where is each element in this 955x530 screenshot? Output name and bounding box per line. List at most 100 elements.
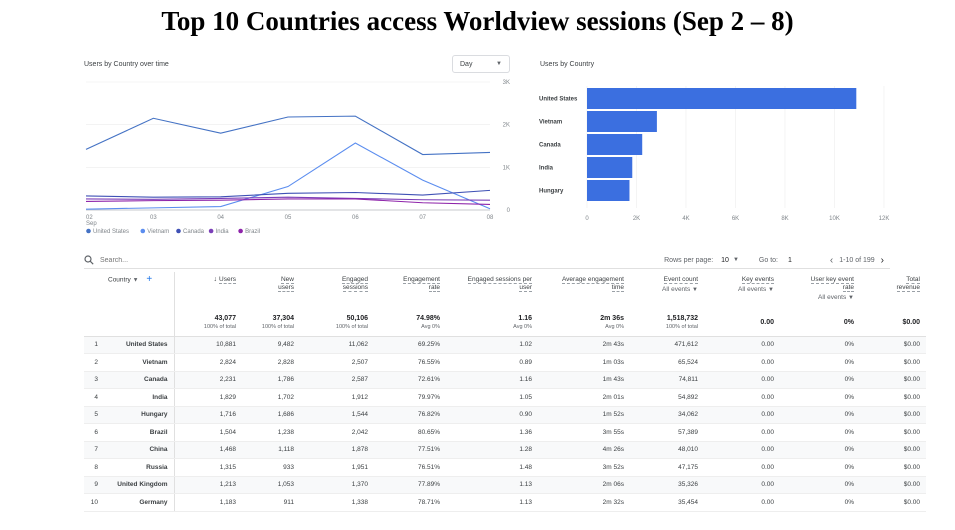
granularity-dropdown[interactable]: Day ▼ bbox=[452, 55, 510, 73]
data-table: Country ▼ + ↓ Users New users Engaged ses… bbox=[84, 272, 926, 512]
row-per-user: 1.05 bbox=[446, 388, 538, 407]
row-avg-time: 3m 52s bbox=[538, 458, 630, 477]
row-users: 1,504 bbox=[173, 423, 242, 442]
row-country[interactable]: Germany bbox=[104, 493, 174, 512]
engaged-sessions-per-user-column-header[interactable]: Engaged sessions per user bbox=[467, 276, 532, 292]
row-engaged: 1,951 bbox=[300, 458, 374, 477]
add-icon[interactable]: + bbox=[146, 274, 153, 285]
row-ukr: 0% bbox=[780, 388, 860, 407]
table-row[interactable]: 4 India 1,829 1,702 1,912 79.97% 1.05 2m 01s 54,… bbox=[84, 388, 926, 407]
caret-down-icon[interactable]: ▼ bbox=[732, 257, 739, 263]
row-key-events: 0.00 bbox=[704, 493, 780, 512]
country-header-label: Country bbox=[108, 276, 131, 284]
row-users: 1,213 bbox=[173, 476, 242, 494]
row-rate: 77.89% bbox=[374, 476, 446, 494]
table-row[interactable]: 6 Brazil 1,504 1,238 2,042 80.65% 1.36 3m 55s 57… bbox=[84, 423, 926, 442]
table-row[interactable]: 10 Germany 1,183 911 1,338 78.71% 1.13 2m 32s 35… bbox=[84, 493, 926, 512]
line-series-brazil bbox=[85, 198, 491, 206]
table-row[interactable]: 8 Russia 1,315 933 1,951 76.51% 1.48 3m 52s 47,1… bbox=[84, 458, 926, 477]
legend-item-label: India bbox=[216, 229, 230, 235]
event-count-filter[interactable]: All events ▼ bbox=[662, 286, 698, 293]
row-ukr: 0% bbox=[780, 336, 860, 354]
rows-per-page-select[interactable]: 10 bbox=[721, 256, 729, 264]
row-avg-time: 2m 32s bbox=[538, 493, 630, 512]
key-events-column-header[interactable]: Key events All events ▼ bbox=[704, 272, 780, 310]
row-ukr: 0% bbox=[780, 476, 860, 494]
row-revenue: $0.00 bbox=[860, 441, 926, 459]
legend-item-label: Canada bbox=[183, 229, 205, 235]
table-row[interactable]: 1 United States 10,881 9,482 11,062 69.25% 1.0… bbox=[84, 336, 926, 354]
row-country[interactable]: India bbox=[104, 388, 174, 407]
search-icon[interactable] bbox=[84, 255, 94, 265]
caret-down-icon: ▼ bbox=[496, 61, 502, 67]
row-ukr: 0% bbox=[780, 493, 860, 512]
row-per-user: 0.90 bbox=[446, 406, 538, 424]
row-events: 35,454 bbox=[630, 493, 704, 512]
line-x-tick-label: 07 bbox=[419, 215, 426, 221]
row-ukr: 0% bbox=[780, 353, 860, 372]
avg-engagement-time-column-header[interactable]: Average engagement time bbox=[561, 276, 624, 292]
table-row[interactable]: 2 Vietnam 2,824 2,828 2,507 76.55% 0.89 1m 03s 6… bbox=[84, 353, 926, 372]
row-country[interactable]: Brazil bbox=[104, 423, 174, 442]
row-new-users: 1,118 bbox=[242, 441, 300, 459]
event-count-column-header[interactable]: Event count All events ▼ bbox=[630, 272, 704, 310]
row-rank: 4 bbox=[84, 388, 104, 407]
row-key-events: 0.00 bbox=[704, 336, 780, 354]
row-country[interactable]: Russia bbox=[104, 458, 174, 477]
user-key-event-rate-filter[interactable]: All events ▼ bbox=[818, 294, 854, 301]
country-column-header[interactable]: Country ▼ + bbox=[104, 272, 174, 310]
bar-chart: 0 2K 4K 6K 8K 10K 12K United States Vietnam Canad… bbox=[539, 86, 889, 222]
goto-page-input[interactable]: 1 bbox=[787, 256, 792, 264]
engaged-sessions-column-header[interactable]: Engaged sessions bbox=[341, 276, 368, 292]
row-rate: 76.82% bbox=[374, 406, 446, 424]
row-key-events: 0.00 bbox=[704, 371, 780, 389]
line-x-tick-label: 02 bbox=[86, 215, 93, 221]
row-revenue: $0.00 bbox=[860, 406, 926, 424]
row-revenue: $0.00 bbox=[860, 493, 926, 512]
search-input[interactable] bbox=[100, 256, 300, 264]
bar-category-label: Hungary bbox=[539, 189, 564, 195]
caret-down-icon[interactable]: ▼ bbox=[132, 277, 139, 284]
row-key-events: 0.00 bbox=[704, 441, 780, 459]
row-revenue: $0.00 bbox=[860, 371, 926, 389]
row-country[interactable]: China bbox=[104, 441, 174, 459]
bar-category-label: Canada bbox=[539, 143, 561, 149]
row-rank: 10 bbox=[84, 493, 104, 512]
engagement-rate-column-header[interactable]: Engagement rate bbox=[403, 276, 440, 292]
row-events: 47,175 bbox=[630, 458, 704, 477]
table-row[interactable]: 3 Canada 2,231 1,786 2,587 72.61% 1.16 1m 43s 74… bbox=[84, 371, 926, 389]
row-rank: 2 bbox=[84, 353, 104, 372]
chevron-right-icon[interactable]: › bbox=[880, 254, 884, 266]
row-rank: 9 bbox=[84, 476, 104, 494]
user-key-event-rate-column-header[interactable]: User key event rate All events ▼ bbox=[780, 272, 860, 310]
row-rate: 80.65% bbox=[374, 423, 446, 442]
row-country[interactable]: Canada bbox=[104, 371, 174, 389]
row-rank: 5 bbox=[84, 406, 104, 424]
row-country[interactable]: Hungary bbox=[104, 406, 174, 424]
bar-x-tick-label: 6K bbox=[732, 216, 739, 222]
table-header-row: Country ▼ + ↓ Users New users Engaged ses… bbox=[84, 272, 926, 310]
table-row[interactable]: 9 United Kingdom 1,213 1,053 1,370 77.89% 1.13… bbox=[84, 476, 926, 494]
row-per-user: 1.13 bbox=[446, 476, 538, 494]
bar-category-label: Vietnam bbox=[539, 120, 562, 126]
key-events-filter[interactable]: All events ▼ bbox=[738, 286, 774, 293]
line-y-tick-label: 1K bbox=[503, 165, 510, 171]
bar-x-tick-label: 4K bbox=[682, 216, 689, 222]
row-new-users: 1,686 bbox=[242, 406, 300, 424]
row-engaged: 1,338 bbox=[300, 493, 374, 512]
row-new-users: 1,053 bbox=[242, 476, 300, 494]
row-avg-time: 2m 01s bbox=[538, 388, 630, 407]
users-column-header[interactable]: ↓ Users bbox=[173, 272, 242, 310]
line-series-canada bbox=[85, 189, 491, 198]
row-rate: 69.25% bbox=[374, 336, 446, 354]
table-row[interactable]: 5 Hungary 1,716 1,686 1,544 76.82% 0.90 1m 52s 3… bbox=[84, 406, 926, 424]
table-row[interactable]: 7 China 1,468 1,118 1,878 77.51% 1.28 4m 26s 48,… bbox=[84, 441, 926, 459]
table-toolbar: Rows per page: 10 ▼ Go to: 1 ‹ 1-10 of 1… bbox=[84, 252, 890, 268]
row-avg-time: 3m 55s bbox=[538, 423, 630, 442]
chevron-left-icon[interactable]: ‹ bbox=[829, 254, 834, 266]
row-country[interactable]: United Kingdom bbox=[104, 476, 174, 494]
new-users-column-header[interactable]: New users bbox=[278, 276, 294, 292]
row-country[interactable]: Vietnam bbox=[104, 353, 174, 372]
total-revenue-column-header[interactable]: Total revenue bbox=[896, 276, 920, 292]
row-country[interactable]: United States bbox=[104, 336, 174, 354]
